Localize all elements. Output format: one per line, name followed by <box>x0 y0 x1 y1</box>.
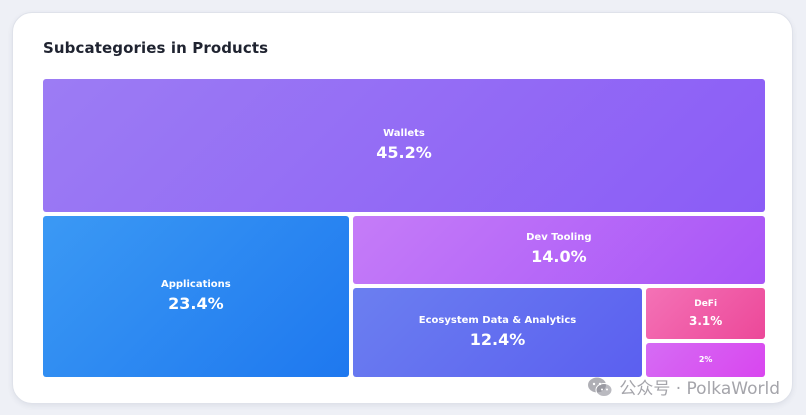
tile-label: Dev Tooling <box>526 232 592 244</box>
tile-value: 14.0% <box>531 247 587 267</box>
tile-label: Wallets <box>383 127 425 139</box>
treemap-tile-wallets: Wallets 45.2% <box>43 79 765 212</box>
tile-value: 12.4% <box>469 330 526 350</box>
treemap-tile-ecosystem-data-analytics: Ecosystem Data & Analytics 12.4% <box>352 288 643 377</box>
wechat-icon <box>588 377 613 397</box>
tile-value: 2% <box>698 355 713 365</box>
treemap-tile-defi: DeFi 3.1% <box>646 288 765 340</box>
tile-value: 45.2% <box>376 142 432 162</box>
tile-label: DeFi <box>694 299 718 310</box>
tile-value: 3.1% <box>688 314 723 329</box>
treemap-tile-other: 2% <box>646 343 765 377</box>
tile-value: 23.4% <box>168 293 224 313</box>
tile-label: Applications <box>160 278 231 290</box>
treemap-tile-applications: Applications 23.4% <box>43 215 349 377</box>
watermark: 公众号 · PolkaWorld <box>587 374 780 399</box>
chart-title: Subcategories in Products <box>43 39 269 57</box>
treemap-tile-dev-tooling: Dev Tooling 14.0% <box>352 215 765 285</box>
tile-label: Ecosystem Data & Analytics <box>418 315 577 327</box>
chart-card: Subcategories in Products Wallets 45.2% Ap… <box>12 12 793 404</box>
watermark-text: 公众号 · PolkaWorld <box>619 379 780 399</box>
treemap: Wallets 45.2% Applications 23.4% Dev Tooling… <box>43 79 765 377</box>
